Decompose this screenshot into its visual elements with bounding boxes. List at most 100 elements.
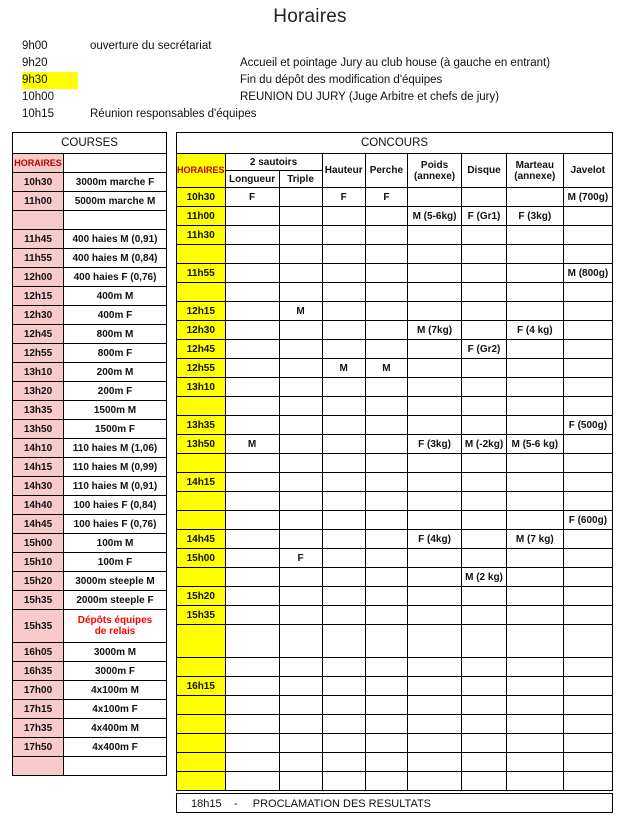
concours-cell-perche [364, 491, 408, 511]
concours-cell-hauteur [321, 301, 366, 321]
table-row: 15h20 3000m steeple M [12, 571, 167, 591]
courses-event: 800m F [63, 343, 167, 363]
concours-cell-poids [406, 263, 463, 283]
table-row: 11h55 400 haies M (0,84) [12, 248, 167, 268]
concours-cell-disque [461, 472, 507, 492]
concours-table: CONCOURS HORAIRES 2 sautoirs Hauteur Per… [176, 132, 614, 791]
table-row: 14h40 100 haies F (0,84) [12, 495, 167, 515]
concours-cell-longueur [224, 529, 280, 549]
concours-cell-poids [406, 624, 463, 658]
concours-cell-poids [406, 714, 463, 734]
concours-cell-hauteur [321, 453, 366, 473]
table-row: 11h00 M (5-6kg) F (Gr1) F (3kg) [176, 206, 614, 226]
col-header-longueur: Longueur [224, 170, 280, 188]
concours-cell-hauteur [321, 472, 366, 492]
concours-cell-javelot [562, 752, 614, 772]
col-header-marteau-label: Marteau [515, 159, 554, 171]
concours-cell-hauteur [321, 491, 366, 511]
courses-time: 10h30 [12, 172, 64, 192]
concours-time [176, 695, 226, 715]
col-header-poids-sub: (annexe) [413, 170, 456, 182]
courses-time: 14h40 [12, 495, 64, 515]
concours-cell-triple [278, 415, 323, 435]
table-row: 16h05 3000m M [12, 642, 167, 662]
concours-cell-javelot [562, 206, 614, 226]
concours-cell-longueur [224, 586, 280, 606]
concours-cell-javelot [562, 320, 614, 340]
concours-time: 13h35 [176, 415, 226, 435]
table-row: 15h10 100m F [12, 552, 167, 572]
table-row: 12h30 400m F [12, 305, 167, 325]
concours-cell-perche [364, 225, 408, 245]
concours-cell-perche [364, 624, 408, 658]
concours-cell-javelot [562, 282, 614, 302]
table-row: 14h10 110 haies M (1,06) [12, 438, 167, 458]
courses-event-header [63, 153, 167, 173]
courses-time: 14h45 [12, 514, 64, 534]
concours-cell-marteau [505, 225, 564, 245]
agenda-text: ouverture du secrétariat [90, 40, 212, 52]
concours-time: 15h20 [176, 586, 226, 606]
table-row: 12h00 400 haies F (0,76) [12, 267, 167, 287]
concours-cell-marteau [505, 244, 564, 264]
courses-event: 400 haies M (0,91) [63, 229, 167, 249]
concours-cell-disque [461, 453, 507, 473]
concours-cell-poids [406, 605, 463, 625]
table-row: 13h10 200m M [12, 362, 167, 382]
concours-cell-marteau [505, 657, 564, 677]
concours-cell-poids [406, 225, 463, 245]
concours-cell-hauteur [321, 567, 366, 587]
table-row: 12h30 M (7kg) F (4 kg) [176, 320, 614, 340]
table-row: 10h30 3000m marche F [12, 172, 167, 192]
col-header-poids: Poids (annexe) [406, 153, 463, 188]
courses-event: 110 haies M (1,06) [63, 438, 167, 458]
concours-cell-disque [461, 415, 507, 435]
concours-body: 10h30 F F F M (700g) 11h00 M (5-6kg) F (Gr1) F (… [176, 187, 614, 791]
courses-time: 16h05 [12, 642, 64, 662]
concours-cell-marteau [505, 714, 564, 734]
table-row: 10h30 F F F M (700g) [176, 187, 614, 207]
concours-cell-javelot [562, 605, 614, 625]
concours-cell-marteau [505, 187, 564, 207]
concours-cell-hauteur: M [321, 358, 366, 378]
agenda-list: 9h00 ouverture du secrétariat 9h20 Accueil … [0, 38, 620, 123]
concours-cell-perche [364, 320, 408, 340]
courses-event: 4x400m M [63, 718, 167, 738]
concours-cell-perche [364, 282, 408, 302]
relais-line-2: de relais [94, 626, 136, 637]
table-row: 15h00 F [176, 548, 614, 568]
concours-cell-perche [364, 657, 408, 677]
concours-cell-hauteur [321, 282, 366, 302]
concours-cell-longueur [224, 548, 280, 568]
courses-event: 4x100m F [63, 699, 167, 719]
agenda-text: Fin du dépôt des modification d'équipes [240, 74, 443, 86]
concours-cell-triple [278, 225, 323, 245]
agenda-time: 9h20 [22, 57, 48, 69]
concours-cell-hauteur [321, 714, 366, 734]
concours-cell-hauteur [321, 676, 366, 696]
concours-time [176, 282, 226, 302]
table-row: 15h35 2000m steeple F [12, 590, 167, 610]
concours-cell-perche [364, 339, 408, 359]
concours-cell-javelot [562, 244, 614, 264]
table-row: 15h00 100m M [12, 533, 167, 553]
concours-cell-marteau [505, 676, 564, 696]
concours-cell-poids: F (3kg) [406, 434, 463, 454]
courses-event: 400m F [63, 305, 167, 325]
concours-cell-triple: F [278, 548, 323, 568]
concours-cell-disque [461, 244, 507, 264]
concours-cell-poids [406, 282, 463, 302]
concours-cell-disque [461, 771, 507, 791]
courses-event: 3000m M [63, 642, 167, 662]
concours-cell-javelot [562, 472, 614, 492]
concours-cell-triple [278, 187, 323, 207]
courses-time [12, 210, 64, 230]
courses-event: 200m F [63, 381, 167, 401]
concours-cell-hauteur [321, 586, 366, 606]
concours-cell-poids [406, 187, 463, 207]
concours-cell-hauteur [321, 434, 366, 454]
agenda-row: 9h00 ouverture du secrétariat [0, 38, 620, 55]
concours-cell-poids [406, 676, 463, 696]
concours-cell-disque [461, 624, 507, 658]
concours-cell-hauteur [321, 415, 366, 435]
